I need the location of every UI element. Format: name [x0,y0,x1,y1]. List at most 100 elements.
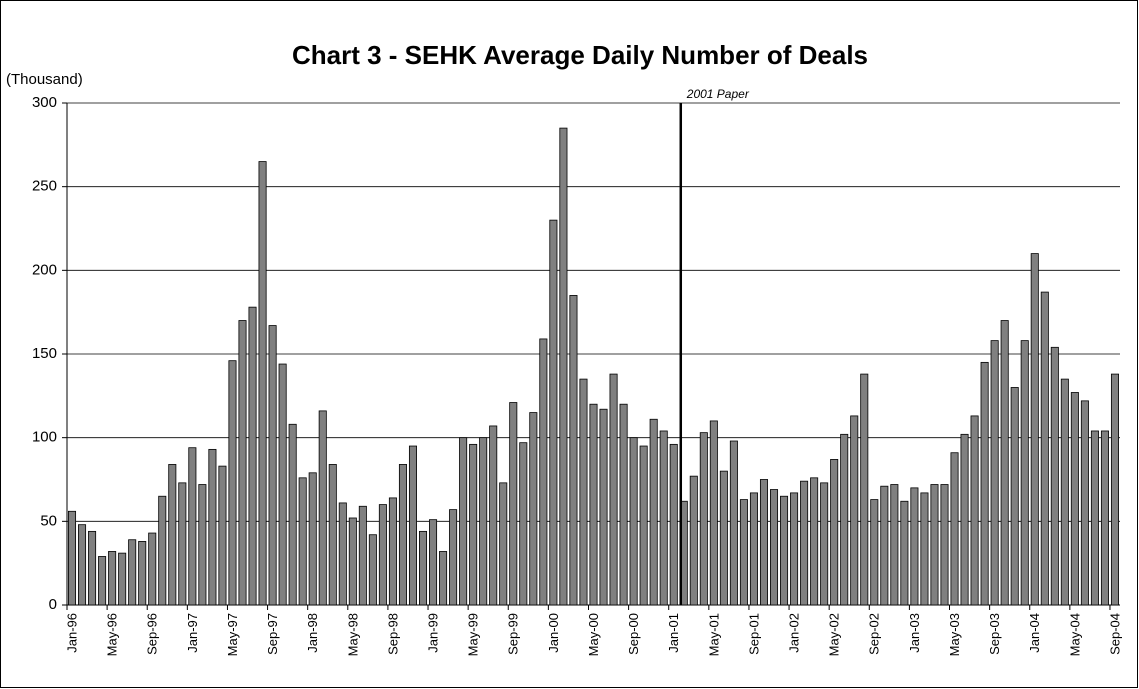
bar [669,443,678,606]
bar [739,499,748,606]
y-tick-label: 50 [40,512,57,529]
bar [689,475,698,606]
bar [569,295,578,606]
bar [469,443,478,606]
bar [880,485,889,606]
bar [358,505,367,606]
annotation-label: 2001 Paper [686,87,750,101]
bar [890,484,899,606]
x-tick-label: Jan-96 [64,613,79,653]
bar [248,306,257,606]
x-tick-label: May-03 [947,613,962,656]
bar [840,433,849,606]
bar [268,325,277,606]
bar [228,360,237,606]
bar [388,497,397,606]
x-tick-label: Sep-00 [626,613,641,655]
bar [830,459,839,606]
x-tick-label: Sep-02 [867,613,882,655]
bar [729,440,738,606]
bar [509,402,518,606]
x-tick-label: Sep-98 [385,613,400,655]
bar [599,408,608,606]
bar [288,423,297,606]
bar [930,484,939,606]
bar [168,464,177,606]
bar [208,448,217,606]
bar [1010,387,1019,606]
bar [398,464,407,606]
x-tick-label: Jan-00 [546,613,561,653]
bar [990,340,999,606]
bar [790,492,799,606]
bar [449,509,458,606]
y-tick-label: 100 [32,429,57,446]
bar [1040,291,1049,606]
bar [759,479,768,606]
bar [860,373,869,606]
bar [1100,430,1109,606]
bar [780,495,789,606]
bar [980,361,989,606]
bar [419,530,428,606]
bar [499,482,508,606]
bar [619,403,628,606]
y-tick-label: 300 [32,94,57,111]
bar [198,484,207,606]
bar [579,378,588,606]
bar [629,437,638,606]
x-tick-label: Jan-01 [666,613,681,653]
x-tick-label: May-98 [345,613,360,656]
x-tick-label: May-04 [1067,613,1082,656]
bar [378,504,387,606]
y-tick-label: 250 [32,178,57,195]
bar [970,415,979,606]
x-tick-label: Jan-04 [1027,613,1042,653]
x-tick-label: Sep-99 [506,613,521,655]
bar [940,484,949,606]
bar [108,551,117,606]
x-tick-label: Sep-01 [746,613,761,655]
bar [749,492,758,606]
bar [459,437,468,606]
x-tick-label: Jan-97 [185,613,200,653]
x-tick-label: Sep-03 [987,613,1002,655]
bar [218,465,227,606]
x-tick-label: May-02 [827,613,842,656]
bar [1080,400,1089,606]
bar [328,464,337,606]
bar [258,161,267,606]
x-tick-label: Sep-04 [1107,613,1122,655]
x-tick-label: May-01 [706,613,721,656]
x-tick-label: May-97 [225,613,240,656]
bar [1060,378,1069,606]
bar [78,524,87,606]
x-tick-label: May-96 [105,613,120,656]
x-tick-label: Jan-98 [305,613,320,653]
bar [479,437,488,606]
bar [639,445,648,606]
bar [950,452,959,606]
bar [118,552,127,606]
bar [800,480,809,606]
bar [1050,346,1059,606]
bar [158,495,167,606]
bar [960,433,969,606]
bar [308,472,317,606]
x-tick-label: Jan-99 [425,613,440,653]
x-tick-label: Jan-02 [787,613,802,653]
bar [1110,373,1119,606]
bar [138,541,147,606]
bar [539,338,548,606]
bar [709,420,718,606]
y-tick-label: 0 [49,596,57,613]
bar [559,127,568,606]
bar [1090,430,1099,606]
bar [920,492,929,606]
x-tick-label: Jan-03 [907,613,922,653]
y-tick-label: 200 [32,261,57,278]
bar [338,502,347,606]
x-tick-label: Sep-97 [265,613,280,655]
bar [649,418,658,606]
